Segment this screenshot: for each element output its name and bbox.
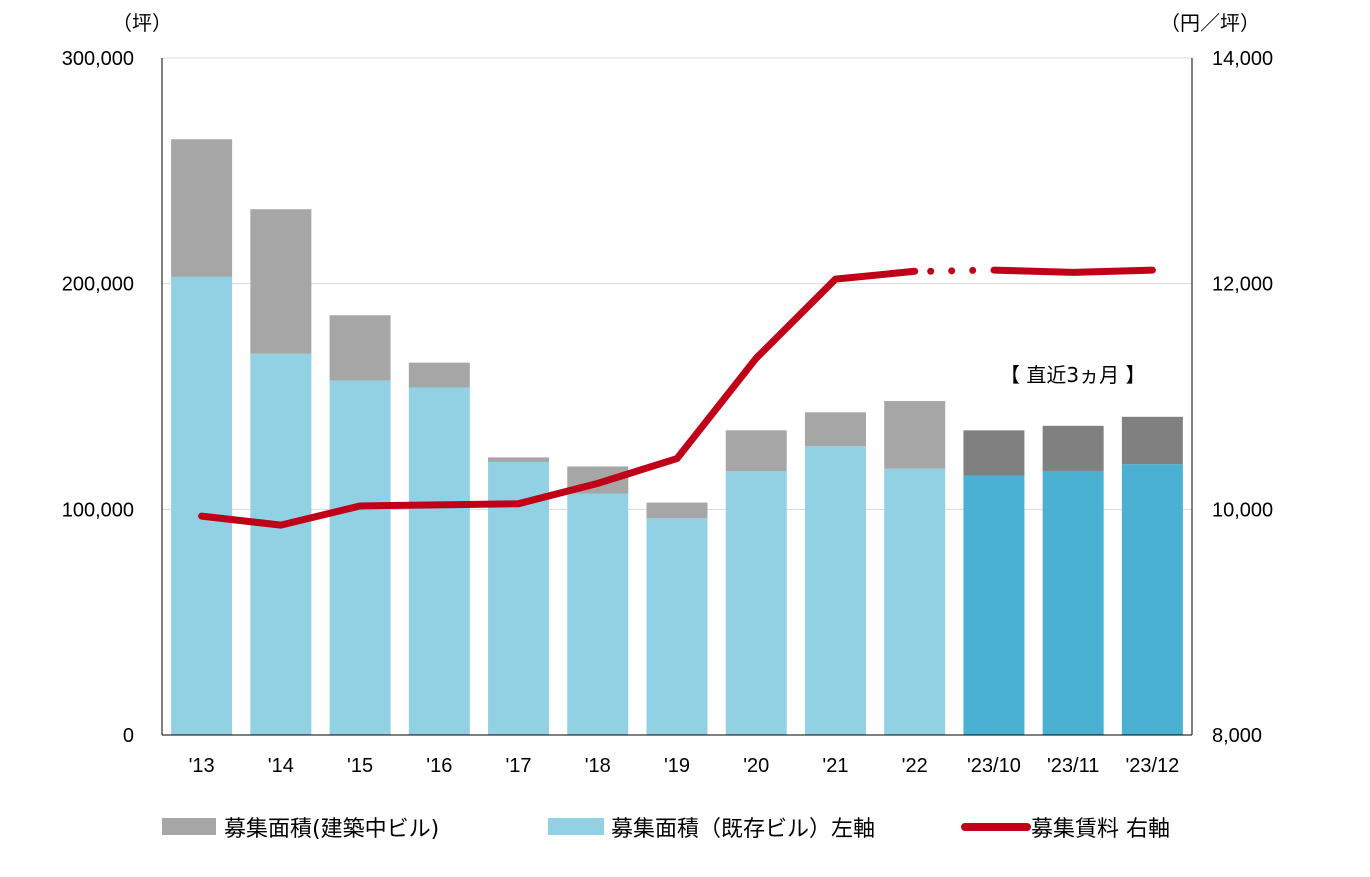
legend-label-existing: 募集面積（既存ビル）左軸 — [611, 817, 875, 842]
bar-existing — [646, 518, 708, 735]
axes — [161, 58, 1193, 736]
left-axis-unit: （坪） — [112, 11, 172, 35]
x-tick-label: '15 — [347, 755, 373, 777]
x-tick-label: '14 — [268, 755, 294, 777]
bar-existing — [250, 353, 312, 735]
bar-existing — [567, 493, 629, 735]
bar-construction — [250, 209, 312, 354]
bar-existing — [329, 380, 391, 735]
bar-existing — [1042, 470, 1104, 735]
bar-construction — [1121, 416, 1183, 465]
bar-construction — [171, 139, 233, 277]
x-tick-label: '22 — [902, 755, 928, 777]
bar-existing — [963, 475, 1025, 735]
left-tick-label: 100,000 — [62, 499, 134, 521]
bar-construction — [488, 457, 550, 462]
rent-line — [198, 266, 1156, 529]
right-tick-label: 14,000 — [1212, 48, 1273, 70]
bar-construction — [963, 430, 1025, 476]
gridlines — [162, 57, 1192, 510]
bar-existing — [884, 468, 946, 735]
legend-swatch-existing — [548, 818, 604, 835]
legend-label-rent: 募集賃料 右軸 — [1031, 817, 1170, 842]
right-tick-label: 10,000 — [1212, 499, 1273, 521]
tick-labels: 0 100,000 200,000 300,000 8,000 10,000 12,000 1… — [62, 48, 1273, 777]
recent-months-annotation: 【 直近3ヵ月 】 — [1000, 363, 1145, 387]
bar-construction — [408, 362, 470, 388]
x-tick-label: '23/10 — [967, 755, 1021, 777]
bar-existing — [408, 387, 470, 735]
bar-construction — [804, 412, 866, 447]
x-tick-label: '13 — [189, 755, 215, 777]
bar-existing — [1121, 464, 1183, 735]
right-axis-unit: （円／坪） — [1160, 11, 1260, 35]
legend-swatch-construction — [162, 818, 216, 835]
x-tick-label: '23/11 — [1047, 755, 1099, 777]
bar-existing — [171, 276, 233, 735]
bar-existing — [725, 470, 787, 735]
bar-construction — [329, 315, 391, 381]
x-tick-label: '21 — [822, 755, 848, 777]
bar-existing — [804, 446, 866, 735]
rent-line-dotted-gap — [927, 266, 990, 275]
x-tick-label: '16 — [426, 755, 452, 777]
x-tick-label: '18 — [585, 755, 611, 777]
bar-construction — [1042, 425, 1104, 471]
rent-line-segment-recent — [990, 266, 1156, 276]
x-tick-label: '19 — [664, 755, 690, 777]
legend-label-construction: 募集面積(建築中ビル) — [224, 817, 439, 842]
left-tick-label: 300,000 — [62, 48, 134, 70]
x-tick-label: '20 — [743, 755, 769, 777]
right-tick-label: 12,000 — [1212, 274, 1273, 296]
x-tick-label: '23/12 — [1125, 755, 1179, 777]
bar-construction — [646, 502, 708, 519]
bar-construction — [725, 430, 787, 471]
legend: 募集面積(建築中ビル) 募集面積（既存ビル）左軸 募集賃料 右軸 — [162, 817, 1170, 842]
left-tick-label: 0 — [123, 725, 134, 747]
bar-construction — [884, 401, 946, 469]
rent-line-segment-annual — [198, 267, 919, 529]
right-tick-label: 8,000 — [1212, 725, 1262, 747]
left-tick-label: 200,000 — [62, 274, 134, 296]
bars — [171, 139, 1183, 735]
x-tick-label: '17 — [505, 755, 531, 777]
